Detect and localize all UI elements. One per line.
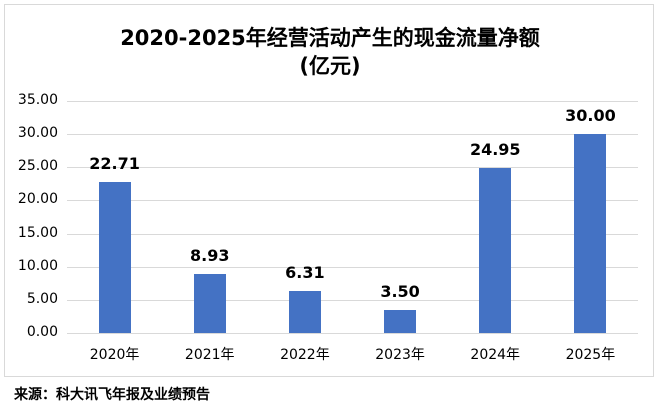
y-tick-label: 35.00 bbox=[17, 92, 58, 108]
data-label: 8.93 bbox=[190, 245, 230, 265]
x-tick-label: 2021年 bbox=[184, 347, 235, 363]
gridline bbox=[67, 299, 638, 301]
bar bbox=[574, 134, 607, 333]
chart-title: 2020-2025年经营活动产生的现金流量净额 bbox=[120, 26, 540, 50]
gridline bbox=[67, 134, 638, 136]
y-tick-label: 5.00 bbox=[26, 290, 58, 307]
chart-subtitle: (亿元) bbox=[299, 54, 361, 78]
bar bbox=[193, 273, 226, 333]
y-tick-label: 10.00 bbox=[17, 257, 58, 274]
gridline bbox=[67, 333, 638, 334]
bar bbox=[384, 309, 417, 333]
y-tick-label: 30.00 bbox=[17, 125, 58, 142]
gridline bbox=[67, 200, 638, 202]
data-label: 24.95 bbox=[469, 139, 521, 159]
x-tick-label: 2024年 bbox=[470, 347, 521, 363]
bar bbox=[288, 291, 321, 333]
bar bbox=[479, 167, 512, 333]
data-label: 30.00 bbox=[565, 106, 616, 126]
gridline bbox=[67, 167, 638, 169]
y-tick-label: 25.00 bbox=[17, 158, 58, 175]
gridline bbox=[67, 266, 638, 268]
y-tick-label: 0.00 bbox=[26, 324, 58, 340]
gridline bbox=[67, 233, 638, 235]
source-note: 来源：科大讯飞年报及业绩预告 bbox=[14, 387, 210, 403]
x-tick-label: 2022年 bbox=[280, 347, 330, 363]
x-tick-label: 2023年 bbox=[375, 347, 425, 363]
x-tick-label: 2020年 bbox=[89, 347, 140, 363]
data-label: 3.50 bbox=[380, 281, 420, 301]
bar bbox=[98, 182, 131, 333]
data-label: 22.71 bbox=[89, 154, 140, 174]
y-tick-label: 15.00 bbox=[17, 224, 58, 241]
data-label: 6.31 bbox=[285, 263, 325, 283]
gridline bbox=[67, 101, 638, 102]
x-tick-label: 2025年 bbox=[565, 347, 616, 363]
y-tick-label: 20.00 bbox=[17, 191, 58, 208]
